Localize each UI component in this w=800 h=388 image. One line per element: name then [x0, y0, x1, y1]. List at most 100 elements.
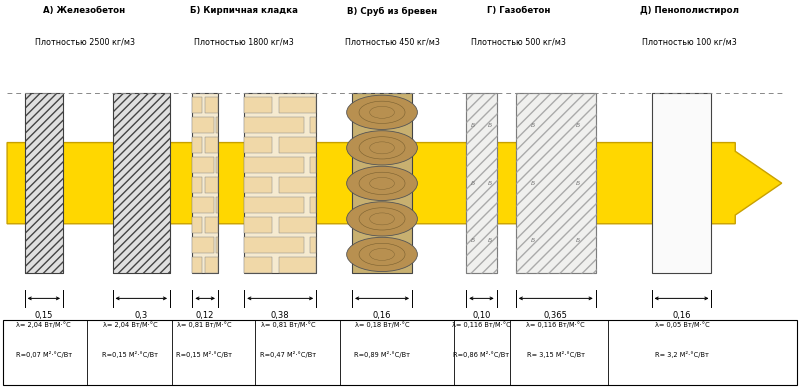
- Bar: [205, 97, 218, 113]
- Bar: [216, 117, 218, 133]
- Bar: [244, 157, 304, 173]
- Text: 0,16: 0,16: [373, 311, 391, 320]
- Text: Б: Б: [531, 123, 535, 128]
- Text: 0,15: 0,15: [34, 311, 53, 320]
- Bar: [192, 157, 214, 173]
- Text: R=0,15 М²·°C/Вт: R=0,15 М²·°C/Вт: [176, 351, 232, 358]
- Text: λ= 2,04 Вт/М·°C: λ= 2,04 Вт/М·°C: [102, 322, 158, 328]
- Bar: [192, 237, 214, 253]
- Text: λ= 0,81 Вт/М·°C: λ= 0,81 Вт/М·°C: [177, 322, 232, 328]
- Text: Б: Б: [471, 123, 475, 128]
- Bar: [205, 217, 218, 233]
- Text: 0,10: 0,10: [472, 311, 490, 320]
- Polygon shape: [7, 142, 782, 224]
- Text: Б) Кирпичная кладка: Б) Кирпичная кладка: [190, 7, 298, 16]
- Text: R= 3,15 М²·°C/Вт: R= 3,15 М²·°C/Вт: [526, 351, 585, 358]
- Bar: [216, 157, 218, 173]
- Text: Б: Б: [488, 123, 492, 128]
- Text: Плотностью 2500 кг/м3: Плотностью 2500 кг/м3: [34, 37, 134, 47]
- Bar: [192, 177, 202, 193]
- Text: 0,365: 0,365: [544, 311, 568, 320]
- Bar: [25, 94, 63, 273]
- Text: R=0,86 М²·°C/Вт: R=0,86 М²·°C/Вт: [454, 351, 510, 358]
- Text: λ= 0,116 Вт/М·°C: λ= 0,116 Вт/М·°C: [452, 322, 511, 328]
- Text: 0,16: 0,16: [672, 311, 690, 320]
- Bar: [310, 197, 316, 213]
- Bar: [278, 137, 316, 153]
- Bar: [244, 237, 304, 253]
- Text: 0,3: 0,3: [134, 311, 148, 320]
- Text: В) Сруб из бревен: В) Сруб из бревен: [347, 7, 437, 16]
- Bar: [310, 237, 316, 253]
- Text: Б: Б: [531, 181, 535, 186]
- Text: λ= 0,05 Вт/М·°C: λ= 0,05 Вт/М·°C: [654, 322, 710, 328]
- Text: 0,38: 0,38: [271, 311, 290, 320]
- Bar: [278, 217, 316, 233]
- Bar: [205, 137, 218, 153]
- Text: Плотностью 1800 кг/м3: Плотностью 1800 кг/м3: [194, 37, 294, 47]
- Text: Б: Б: [576, 123, 580, 128]
- Bar: [192, 97, 202, 113]
- Bar: [278, 177, 316, 193]
- Text: 0,12: 0,12: [196, 311, 214, 320]
- Bar: [278, 97, 316, 113]
- Text: λ= 0,81 Вт/М·°C: λ= 0,81 Вт/М·°C: [261, 322, 315, 328]
- Circle shape: [346, 95, 418, 130]
- Bar: [244, 94, 316, 273]
- Text: R=0,07 М²·°C/Вт: R=0,07 М²·°C/Вт: [16, 351, 72, 358]
- Bar: [192, 94, 218, 273]
- Text: Б: Б: [471, 238, 475, 243]
- Text: Б: Б: [488, 181, 492, 186]
- Bar: [244, 117, 304, 133]
- Bar: [278, 257, 316, 273]
- Text: Б: Б: [471, 181, 475, 186]
- Text: Б: Б: [576, 181, 580, 186]
- Bar: [516, 94, 596, 273]
- Bar: [651, 94, 711, 273]
- Text: λ= 0,116 Вт/М·°C: λ= 0,116 Вт/М·°C: [526, 322, 585, 328]
- Bar: [466, 94, 497, 273]
- Text: λ= 0,18 Вт/М·°C: λ= 0,18 Вт/М·°C: [355, 322, 410, 328]
- Circle shape: [346, 202, 418, 236]
- Bar: [192, 217, 202, 233]
- Bar: [192, 117, 214, 133]
- Text: Б: Б: [531, 238, 535, 243]
- Circle shape: [346, 237, 418, 272]
- Bar: [466, 94, 497, 273]
- Bar: [244, 177, 272, 193]
- Bar: [205, 257, 218, 273]
- Bar: [205, 177, 218, 193]
- Circle shape: [346, 131, 418, 165]
- Text: А) Железобетон: А) Железобетон: [43, 7, 126, 16]
- Bar: [192, 257, 202, 273]
- Text: Плотностью 100 кг/м3: Плотностью 100 кг/м3: [642, 37, 737, 47]
- Bar: [192, 137, 202, 153]
- Text: R=0,89 М²·°C/Вт: R=0,89 М²·°C/Вт: [354, 351, 410, 358]
- Text: Г) Газобетон: Г) Газобетон: [486, 7, 550, 16]
- Bar: [113, 94, 170, 273]
- Bar: [192, 197, 214, 213]
- Text: R= 3,2 М²·°C/Вт: R= 3,2 М²·°C/Вт: [655, 351, 709, 358]
- Bar: [3, 320, 797, 385]
- Bar: [25, 94, 63, 273]
- Text: R=0,47 М²·°C/Вт: R=0,47 М²·°C/Вт: [260, 351, 316, 358]
- Bar: [516, 94, 596, 273]
- Text: Плотностью 500 кг/м3: Плотностью 500 кг/м3: [470, 37, 566, 47]
- Bar: [352, 94, 412, 273]
- Text: Плотностью 450 кг/м3: Плотностью 450 кг/м3: [345, 37, 439, 47]
- Bar: [310, 157, 316, 173]
- Bar: [310, 117, 316, 133]
- Text: λ= 2,04 Вт/М·°C: λ= 2,04 Вт/М·°C: [17, 322, 71, 328]
- Text: Б: Б: [488, 238, 492, 243]
- Bar: [244, 97, 272, 113]
- Bar: [113, 94, 170, 273]
- Bar: [244, 137, 272, 153]
- Circle shape: [346, 166, 418, 201]
- Text: Д) Пенополистирол: Д) Пенополистирол: [639, 7, 738, 16]
- Bar: [244, 197, 304, 213]
- Bar: [244, 257, 272, 273]
- Text: R=0,15 М²·°C/Вт: R=0,15 М²·°C/Вт: [102, 351, 158, 358]
- Bar: [244, 217, 272, 233]
- Bar: [216, 197, 218, 213]
- Bar: [216, 237, 218, 253]
